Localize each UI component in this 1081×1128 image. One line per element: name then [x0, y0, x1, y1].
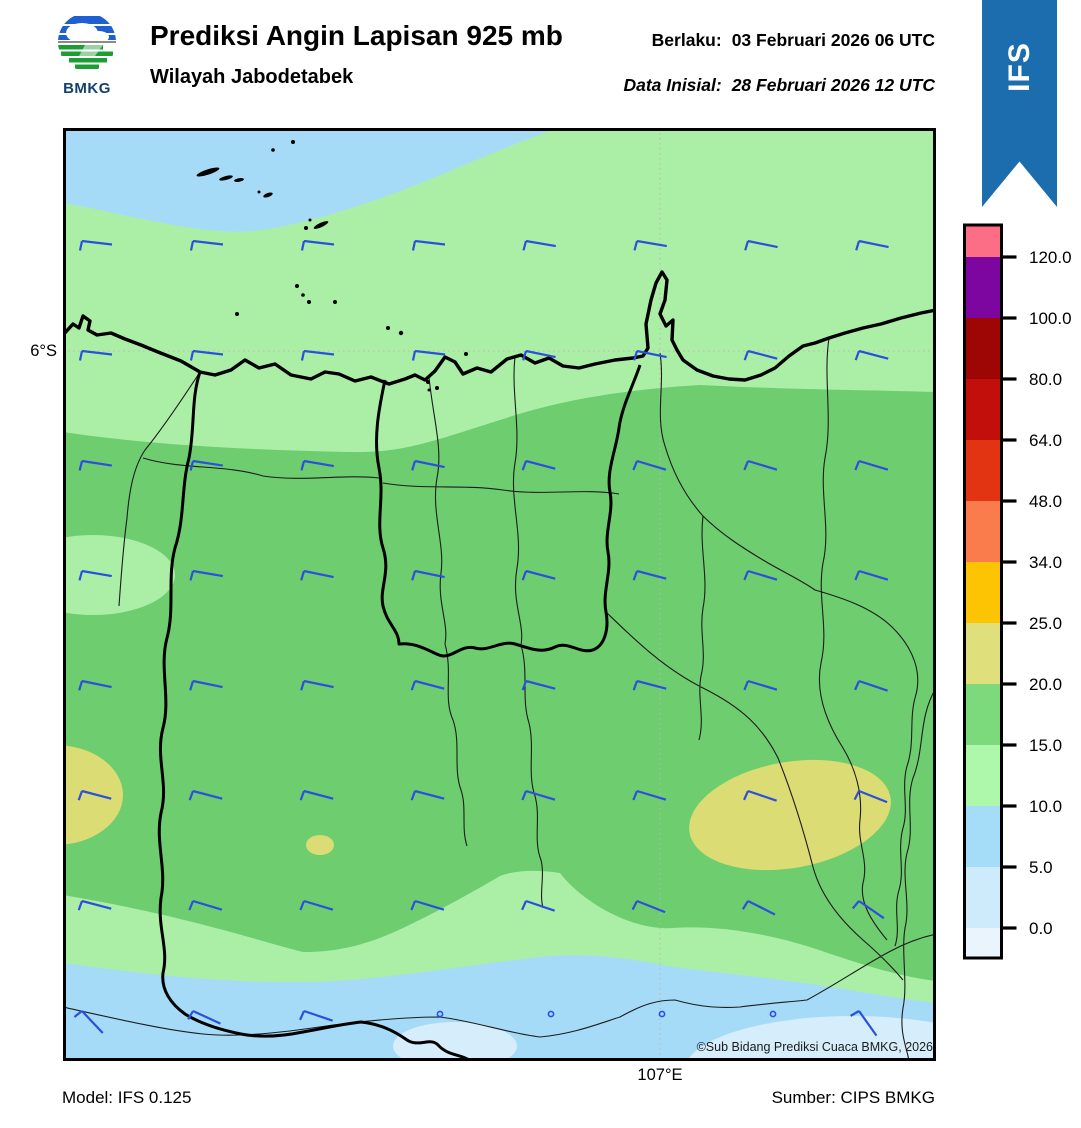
- valid-time-line: Berlaku: 03 Februari 2026 06 UTC: [623, 30, 935, 51]
- colorbar-segment: [965, 501, 1002, 562]
- bmkg-logo-image: [55, 12, 119, 74]
- page-subtitle: Wilayah Jabodetabek: [150, 66, 353, 89]
- colorbar-tick-label: 10.0: [1029, 797, 1062, 816]
- colorbar-segment: [965, 928, 1002, 958]
- bmkg-logo: BMKG: [50, 12, 124, 97]
- colorbar-segment: [965, 745, 1002, 806]
- colorbar-tick-label: 25.0: [1029, 614, 1062, 633]
- page-title: Prediksi Angin Lapisan 925 mb: [150, 20, 563, 52]
- colorbar-segment: [965, 684, 1002, 745]
- colorbar-segment: [965, 867, 1002, 928]
- colorbar-segment: [965, 806, 1002, 867]
- colorbar-tick-label: 64.0: [1029, 431, 1062, 450]
- bmkg-logo-label: BMKG: [50, 80, 124, 97]
- wind-speed-fill-20-25-dot: [306, 835, 334, 855]
- map-copyright: ©Sub Bidang Prediksi Cuaca BMKG, 2026: [560, 1040, 933, 1054]
- valid-time-label: Berlaku:: [652, 30, 722, 50]
- longitude-tick-label: 107°E: [600, 1066, 720, 1085]
- latitude-tick-label: 6°S: [0, 342, 57, 361]
- colorbar-tick-label: 80.0: [1029, 370, 1062, 389]
- colorbar-tick-label: 100.0: [1029, 309, 1072, 328]
- weather-map-page: { "header": { "title": "Prediksi Angin L…: [0, 0, 1081, 1128]
- ifs-ribbon-label: IFS: [1002, 42, 1036, 92]
- valid-time-value: 03 Februari 2026 06 UTC: [732, 30, 935, 50]
- colorbar-segment: [965, 318, 1002, 379]
- colorbar-tick-label: 34.0: [1029, 553, 1062, 572]
- colorbar-segment: [965, 623, 1002, 684]
- colorbar-segment: [965, 440, 1002, 501]
- initial-data-line: Data Inisial: 28 Februari 2026 12 UTC: [623, 75, 935, 96]
- colorbar-tick-label: 20.0: [1029, 675, 1062, 694]
- ifs-model-ribbon: IFS: [982, 0, 1057, 207]
- wind-speed-colorbar: 120.0 100.0 80.0 64.0 48.0 34.0 25.0 20.0 15.0 10…: [963, 223, 1081, 965]
- colorbar-tick-label: 120.0: [1029, 248, 1072, 267]
- colorbar-segment: [965, 257, 1002, 318]
- colorbar-tick-label: 15.0: [1029, 736, 1062, 755]
- forecast-dates: Berlaku: 03 Februari 2026 06 UTC Data Ini…: [623, 30, 935, 120]
- wind-forecast-map: [63, 128, 936, 1061]
- colorbar-segment: [965, 225, 1002, 257]
- colorbar-segment: [965, 562, 1002, 623]
- model-caption: Model: IFS 0.125: [62, 1088, 191, 1108]
- colorbar-tick-label: 0.0: [1029, 919, 1053, 938]
- colorbar-tick-label: 48.0: [1029, 492, 1062, 511]
- colorbar-segment: [965, 379, 1002, 440]
- initial-data-value: 28 Februari 2026 12 UTC: [732, 75, 935, 95]
- source-caption: Sumber: CIPS BMKG: [772, 1088, 935, 1108]
- initial-data-label: Data Inisial:: [623, 75, 721, 95]
- colorbar-tick-label: 5.0: [1029, 858, 1053, 877]
